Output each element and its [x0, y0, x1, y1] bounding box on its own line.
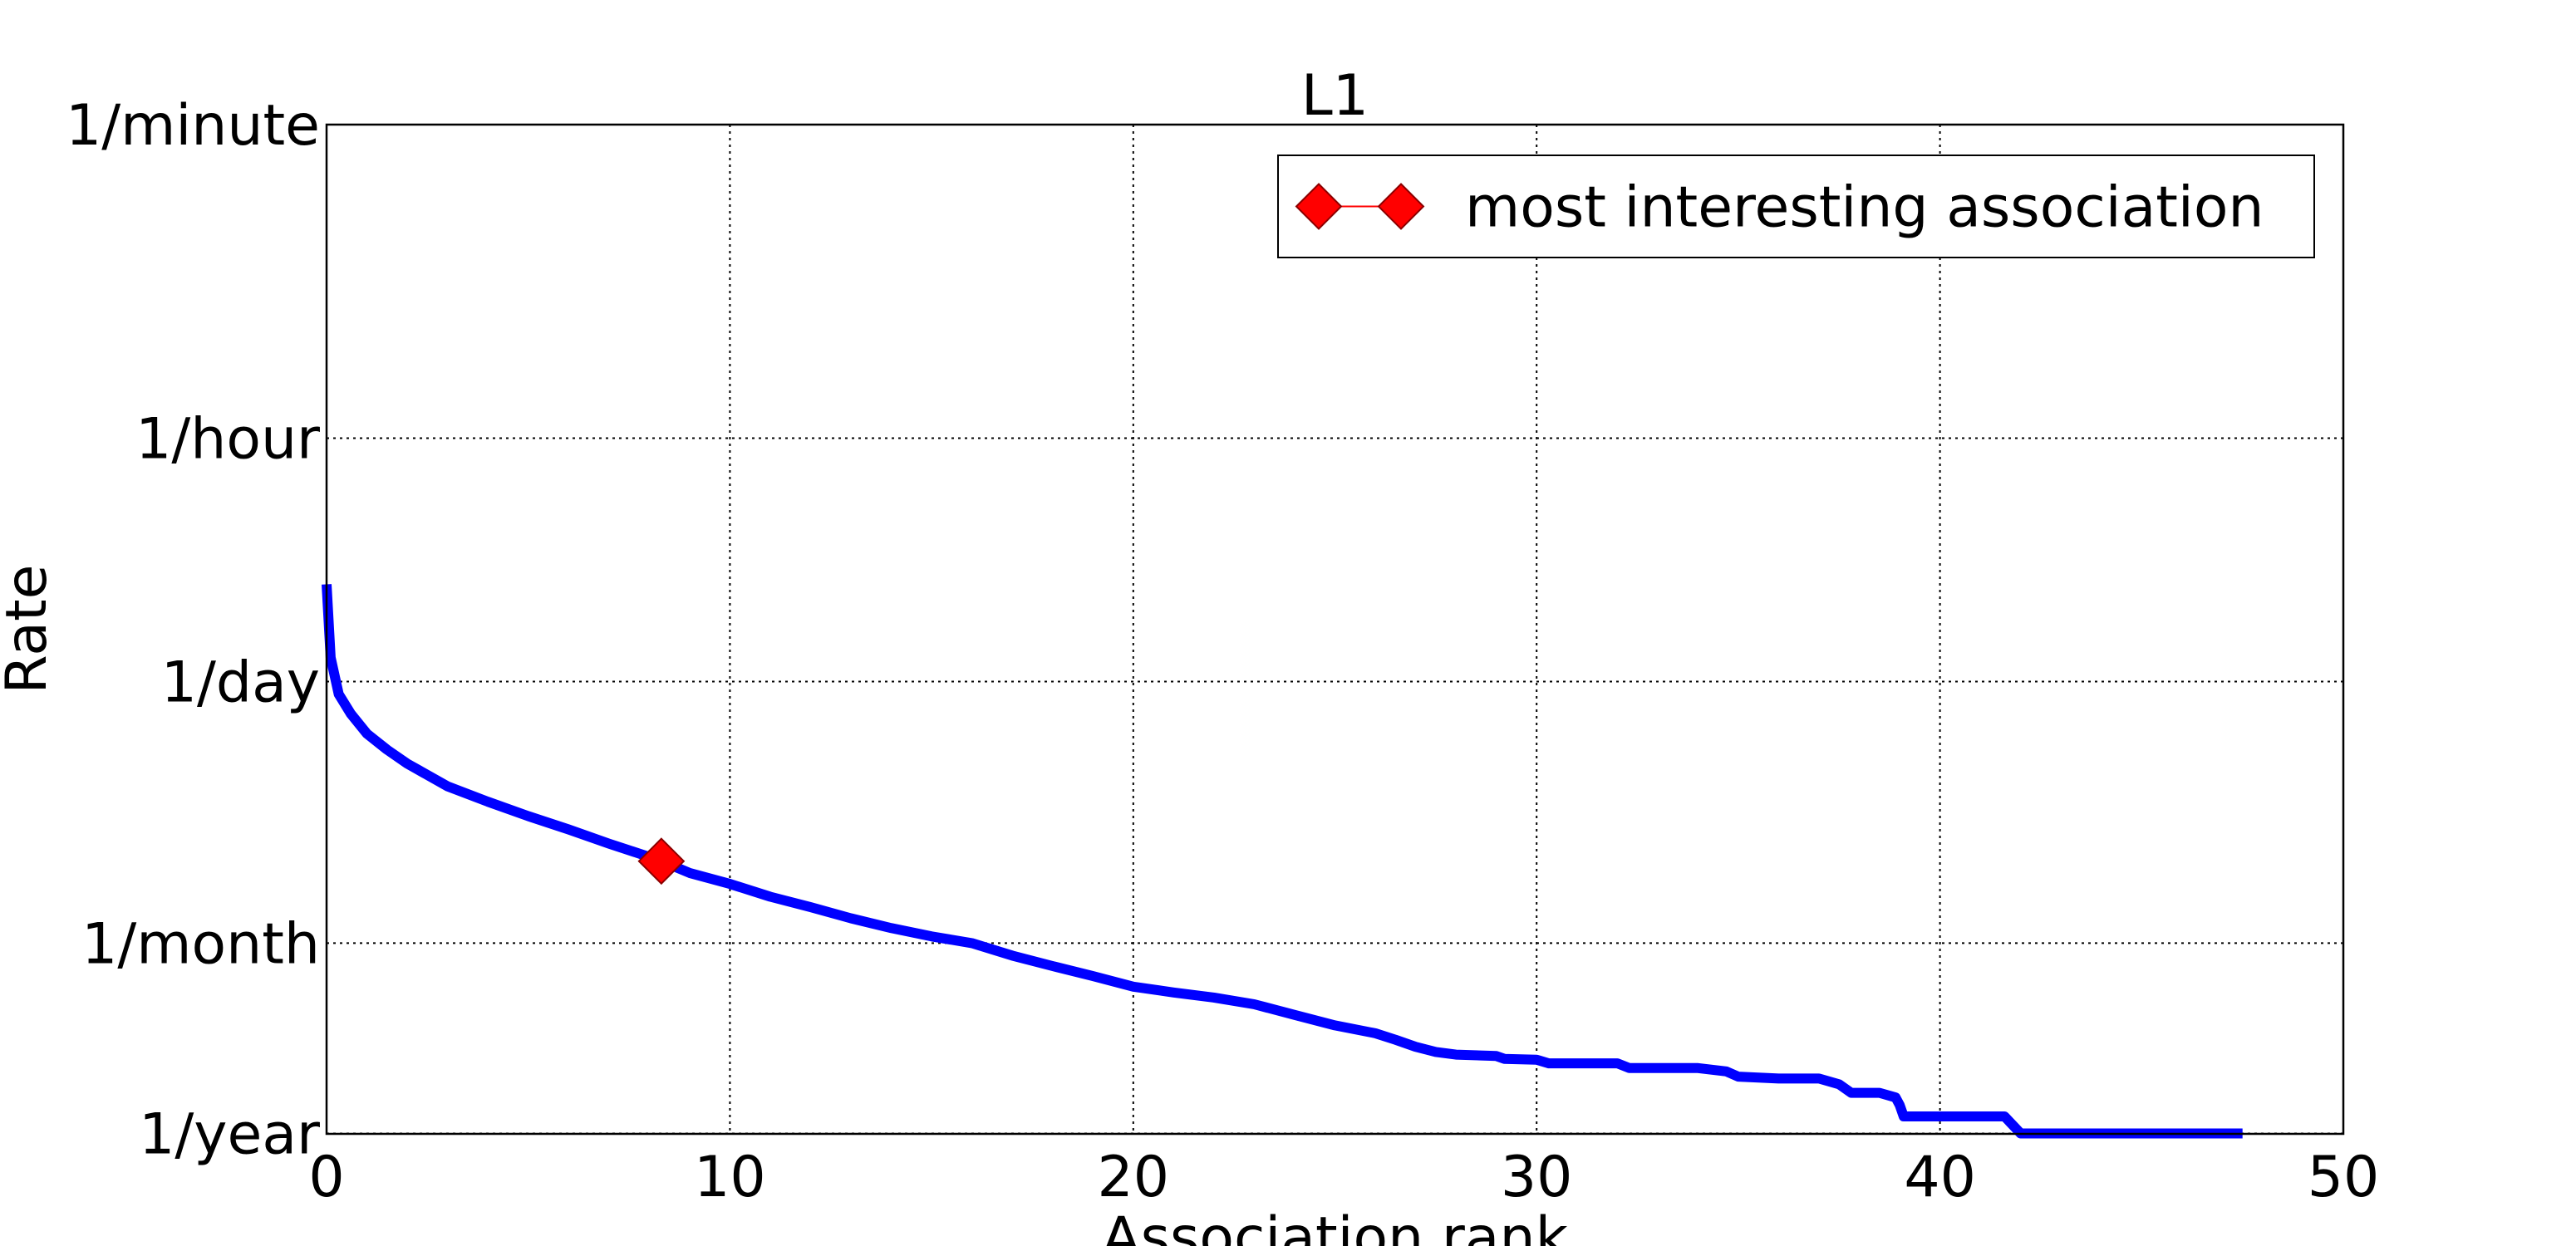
- chart-title: L1: [1301, 63, 1369, 129]
- x-tick-label: 50: [2308, 1145, 2380, 1210]
- x-axis-title: Association rank: [1102, 1205, 1569, 1246]
- y-tick-label: 1/year: [139, 1102, 320, 1168]
- y-tick-label: 1/day: [161, 650, 320, 716]
- x-tick-label: 20: [1098, 1145, 1170, 1210]
- y-axis-title: Rate: [0, 565, 60, 694]
- legend: most interesting association: [1277, 155, 2315, 258]
- x-tick-label: 10: [694, 1145, 766, 1210]
- y-tick-labels: 1/minute 1/hour 1/day 1/month 1/year: [66, 93, 320, 1168]
- rate-curve: [322, 584, 2243, 1139]
- grid-layer: [326, 124, 2344, 1135]
- legend-label: most interesting association: [1465, 175, 2264, 241]
- series-layer: [322, 584, 2243, 1139]
- x-tick-label: 40: [1904, 1145, 1976, 1210]
- legend-box: [1277, 155, 2315, 258]
- x-tick-label: 30: [1501, 1145, 1573, 1210]
- y-tick-label: 1/hour: [135, 407, 320, 473]
- interesting-association-marker: [637, 837, 686, 885]
- y-tick-label: 1/minute: [66, 93, 320, 159]
- legend-marker-diamond: [1377, 183, 1425, 230]
- legend-marker-diamond: [1295, 183, 1343, 230]
- plot-frame: [325, 123, 2345, 1136]
- x-tick-label: 0: [308, 1145, 344, 1210]
- x-tick-labels: 0 10 20 30 40 50: [308, 1145, 2379, 1210]
- y-tick-label: 1/month: [81, 911, 320, 977]
